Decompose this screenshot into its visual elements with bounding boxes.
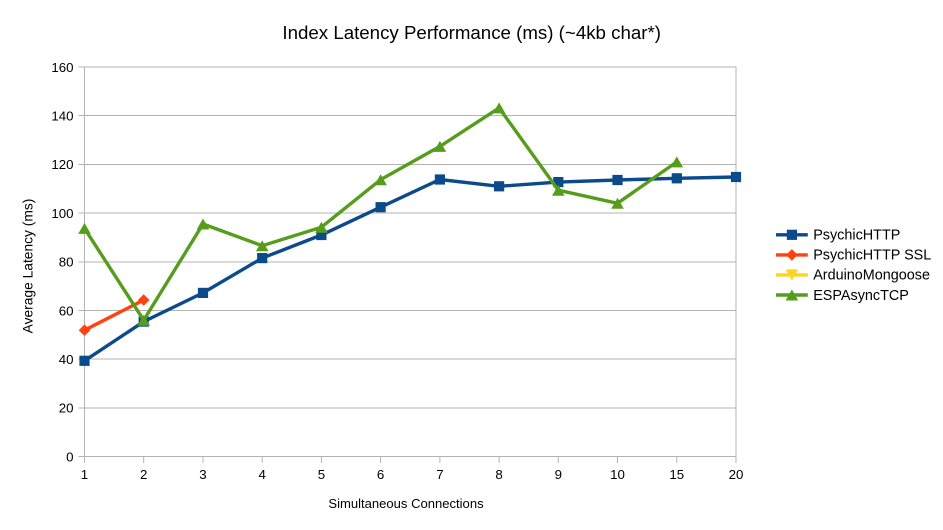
svg-text:15: 15 bbox=[669, 467, 684, 482]
svg-text:Index Latency Performance (ms): Index Latency Performance (ms) (~4kb cha… bbox=[282, 22, 661, 43]
svg-text:6: 6 bbox=[377, 467, 384, 482]
svg-text:ArduinoMongoose: ArduinoMongoose bbox=[813, 268, 930, 284]
svg-text:20: 20 bbox=[59, 401, 74, 416]
svg-text:2: 2 bbox=[140, 467, 147, 482]
svg-text:100: 100 bbox=[51, 206, 73, 221]
svg-text:60: 60 bbox=[59, 303, 74, 318]
svg-text:PsychicHTTP SSL: PsychicHTTP SSL bbox=[813, 248, 931, 264]
svg-text:PsychicHTTP: PsychicHTTP bbox=[813, 228, 900, 244]
svg-text:ESPAsyncTCP: ESPAsyncTCP bbox=[813, 288, 909, 304]
svg-text:5: 5 bbox=[318, 467, 325, 482]
svg-text:0: 0 bbox=[66, 449, 73, 464]
svg-text:3: 3 bbox=[199, 467, 206, 482]
svg-text:1: 1 bbox=[81, 467, 88, 482]
svg-text:Average Latency (ms): Average Latency (ms) bbox=[21, 199, 36, 334]
svg-text:9: 9 bbox=[555, 467, 562, 482]
svg-text:8: 8 bbox=[495, 467, 502, 482]
svg-text:160: 160 bbox=[51, 60, 73, 75]
svg-text:140: 140 bbox=[51, 109, 73, 124]
svg-text:7: 7 bbox=[436, 467, 443, 482]
svg-text:Simultaneous Connections: Simultaneous Connections bbox=[328, 496, 484, 511]
svg-text:20: 20 bbox=[729, 467, 744, 482]
svg-text:120: 120 bbox=[51, 157, 73, 172]
svg-text:40: 40 bbox=[59, 352, 74, 367]
svg-text:80: 80 bbox=[59, 255, 74, 270]
svg-text:10: 10 bbox=[610, 467, 625, 482]
svg-text:4: 4 bbox=[258, 467, 265, 482]
